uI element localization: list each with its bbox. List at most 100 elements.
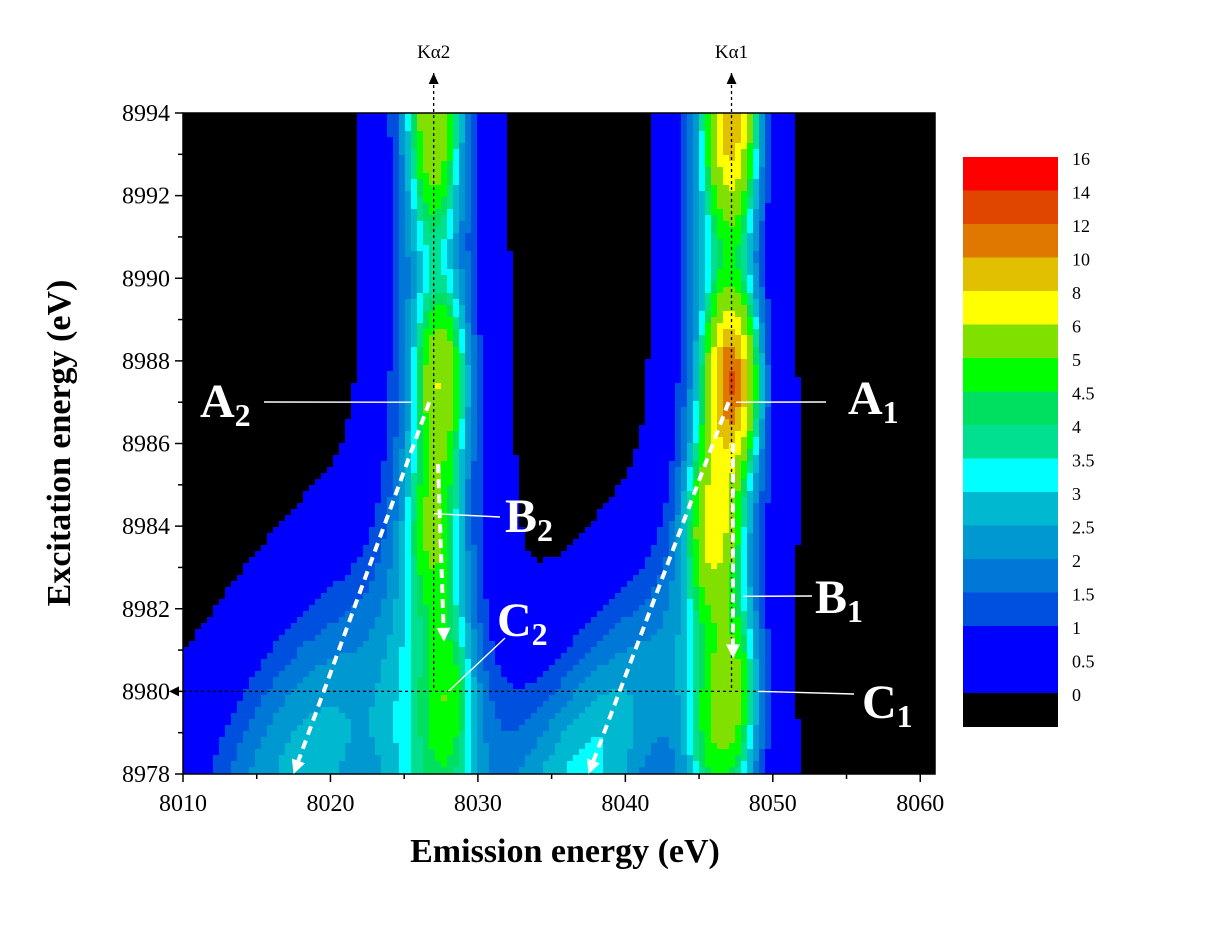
contour-cell — [387, 155, 394, 162]
contour-cell — [375, 227, 382, 234]
contour-cell — [243, 581, 250, 588]
contour-cell — [351, 761, 358, 768]
contour-cell — [273, 659, 280, 666]
contour-cell — [411, 383, 418, 390]
contour-cell — [315, 671, 322, 678]
contour-cell — [333, 263, 340, 270]
contour-cell — [327, 683, 334, 690]
contour-cell — [291, 539, 298, 546]
contour-cell — [447, 143, 454, 150]
contour-cell — [243, 707, 250, 714]
contour-cell — [417, 467, 424, 474]
contour-cell — [195, 509, 202, 516]
contour-cell — [375, 665, 382, 672]
contour-cell — [279, 311, 286, 318]
contour-cell — [429, 509, 436, 516]
contour-cell — [237, 719, 244, 726]
contour-cell — [339, 245, 346, 252]
contour-cell — [273, 269, 280, 276]
contour-cell — [201, 215, 208, 222]
contour-cell — [213, 161, 220, 168]
contour-cell — [189, 695, 196, 702]
contour-cell — [243, 431, 250, 438]
contour-cell — [399, 413, 406, 420]
contour-cell — [255, 431, 262, 438]
contour-cell — [423, 743, 430, 750]
contour-cell — [243, 611, 250, 618]
contour-cell — [303, 299, 310, 306]
contour-cell — [405, 485, 412, 492]
contour-cell — [447, 551, 454, 558]
contour-cell — [231, 575, 238, 582]
contour-cell — [333, 149, 340, 156]
contour-cell — [279, 701, 286, 708]
contour-cell — [219, 725, 226, 732]
contour-cell — [393, 257, 400, 264]
contour-cell — [435, 665, 442, 672]
contour-cell — [321, 263, 328, 270]
contour-cell — [285, 671, 292, 678]
contour-cell — [375, 767, 382, 774]
contour-cell — [363, 755, 370, 762]
contour-cell — [207, 431, 214, 438]
contour-cell — [375, 239, 382, 246]
contour-cell — [321, 167, 328, 174]
contour-cell — [237, 623, 244, 630]
contour-cell — [441, 539, 448, 546]
contour-cell — [315, 347, 322, 354]
contour-cell — [195, 287, 202, 294]
contour-cell — [195, 533, 202, 540]
contour-cell — [207, 161, 214, 168]
contour-cell — [279, 335, 286, 342]
contour-cell — [411, 449, 418, 456]
contour-cell — [207, 659, 214, 666]
contour-cell — [273, 593, 280, 600]
contour-cell — [345, 569, 352, 576]
contour-cell — [333, 743, 340, 750]
contour-cell — [183, 521, 190, 528]
contour-cell — [267, 521, 274, 528]
contour-cell — [333, 431, 340, 438]
contour-cell — [219, 659, 226, 666]
contour-cell — [303, 761, 310, 768]
contour-cell — [291, 533, 298, 540]
contour-cell — [345, 767, 352, 774]
contour-cell — [219, 185, 226, 192]
contour-cell — [333, 419, 340, 426]
contour-cell — [405, 755, 412, 762]
contour-cell — [321, 173, 328, 180]
contour-cell — [261, 587, 268, 594]
contour-cell — [183, 347, 190, 354]
contour-cell — [357, 641, 364, 648]
contour-cell — [183, 497, 190, 504]
contour-cell — [261, 353, 268, 360]
contour-cell — [369, 323, 376, 330]
contour-cell — [315, 449, 322, 456]
contour-cell — [279, 581, 286, 588]
contour-cell — [231, 449, 238, 456]
contour-cell — [333, 167, 340, 174]
contour-cell — [321, 557, 328, 564]
contour-cell — [213, 179, 220, 186]
contour-cell — [387, 767, 394, 774]
contour-cell — [315, 623, 322, 630]
contour-cell — [345, 659, 352, 666]
contour-cell — [411, 701, 418, 708]
contour-cell — [441, 605, 448, 612]
contour-cell — [357, 215, 364, 222]
contour-cell — [213, 467, 220, 474]
contour-cell — [447, 359, 454, 366]
contour-cell — [363, 197, 370, 204]
contour-cell — [447, 569, 454, 576]
contour-cell — [321, 227, 328, 234]
contour-cell — [417, 395, 424, 402]
contour-cell — [267, 485, 274, 492]
contour-cell — [375, 377, 382, 384]
contour-cell — [291, 269, 298, 276]
contour-cell — [213, 767, 220, 774]
contour-cell — [381, 431, 388, 438]
contour-cell — [351, 749, 358, 756]
contour-cell — [183, 413, 190, 420]
contour-cell — [363, 497, 370, 504]
contour-cell — [345, 383, 352, 390]
